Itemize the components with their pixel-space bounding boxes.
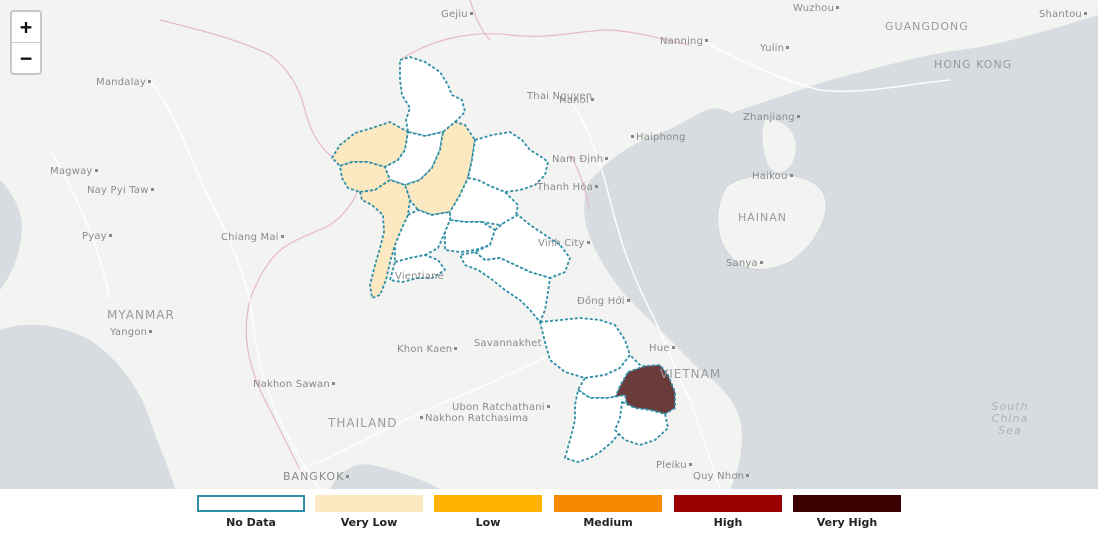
city-label-quy-nhon: Quy Nhơn	[693, 471, 751, 482]
city-label-yangon: Yangon	[110, 327, 154, 338]
hainan-island	[717, 173, 827, 270]
legend-item-no-data: No Data	[197, 495, 305, 529]
legend-item-high: High	[674, 495, 782, 529]
province-luang-namtha	[331, 121, 409, 168]
city-label-nanning: Nanning	[660, 36, 710, 47]
legend-label-no-data: No Data	[226, 516, 276, 529]
zoom-control: + −	[10, 10, 42, 75]
zoom-out-button[interactable]: −	[12, 42, 40, 73]
roads	[49, 39, 951, 489]
legend-label-low: Low	[475, 516, 501, 529]
city-label-magway: Magway	[50, 166, 100, 177]
legend-label-very-low: Very Low	[340, 516, 398, 529]
country-label-vietnam: VIETNAM	[660, 367, 722, 381]
legend-swatch-high	[674, 495, 782, 512]
legend-label-medium: Medium	[583, 516, 633, 529]
city-label-shantou: Shantou	[1039, 9, 1089, 20]
city-label-nam-dinh: Nam Định	[552, 154, 610, 165]
city-label-haiphong: Haiphong	[629, 132, 686, 143]
city-label-vientiane: Vientiane	[395, 271, 445, 282]
legend-item-very-high: Very High	[793, 495, 901, 529]
city-label-savannakhet: Savannakhet	[474, 338, 542, 349]
andaman-sea	[0, 324, 175, 489]
city-label-vinh: Vinh City	[538, 238, 592, 249]
city-label-hue: Hue	[649, 343, 677, 354]
city-label-wuzhou: Wuzhou	[793, 3, 841, 14]
province-attapeu	[614, 401, 669, 446]
sea-label-line-3: Sea	[998, 424, 1022, 437]
zoom-in-button[interactable]: +	[19, 15, 33, 39]
sea-label-line-1: South	[991, 400, 1029, 413]
legend-label-very-high: Very High	[816, 516, 878, 529]
province-savannakhet	[539, 317, 631, 379]
city-label-nakhon-ratchasima: Nakhon Ratchasima	[418, 413, 528, 424]
leizhou-peninsula	[762, 119, 796, 173]
city-label-ubon: Ubon Ratchathani	[452, 402, 552, 413]
city-label-yulin: Yulin	[760, 43, 791, 54]
city-label-gejiu: Gejiu	[441, 9, 475, 20]
province-champasak	[564, 389, 629, 463]
country-label-myanmar: MYANMAR	[107, 308, 175, 322]
legend-swatch-no-data	[197, 495, 305, 512]
city-label-bangkok: BANGKOK	[283, 470, 351, 483]
city-label-mandalay: Mandalay	[96, 77, 153, 88]
legend-item-low: Low	[434, 495, 542, 529]
legend-swatch-low	[434, 495, 542, 512]
city-label-hanoi: Hanoi	[559, 95, 596, 106]
city-label-dong-hoi: Đồng Hới	[577, 296, 632, 307]
legend-swatch-medium	[554, 495, 662, 512]
city-label-pyay: Pyay	[82, 231, 114, 242]
city-label-thai-nguyen: Thai Nguyen	[527, 91, 593, 102]
legend-item-very-low: Very Low	[315, 495, 423, 529]
legend-swatch-very-low	[315, 495, 423, 512]
region-label-hainan: HAINAN	[738, 211, 788, 224]
city-label-haikou: Haikou	[752, 171, 795, 182]
country-label-thailand: THAILAND	[328, 416, 398, 430]
province-xaisomboun	[444, 219, 496, 253]
city-label-chiang-mai: Chiang Mai	[221, 232, 286, 243]
city-label-nay-pyi-taw: Nay Pyi Taw	[87, 185, 156, 196]
province-oudomxay	[384, 131, 444, 186]
sea-label-south-china-sea: South China Sea	[980, 401, 1040, 437]
region-label-hong-kong: HONG KONG	[934, 58, 1013, 71]
province-vientiane-province	[394, 209, 451, 263]
map-canvas[interactable]: Gejiu Wuzhou Shantou Nanning Yulin Manda…	[0, 0, 1098, 489]
province-bokeo	[339, 161, 391, 193]
city-label-pleiku: Pleiku	[656, 460, 694, 471]
province-vientiane-capital	[389, 254, 446, 283]
city-label-khon-kaen: Khon Kaen	[397, 344, 459, 355]
province-phongsaly	[399, 56, 466, 137]
city-label-nakhon-sawan: Nakhon Sawan	[253, 379, 337, 390]
legend: No Data Very Low Low Medium High Very Hi…	[0, 489, 1098, 536]
city-label-thanh-hoa: Thanh Hóa	[537, 182, 600, 193]
province-sayaboury	[359, 179, 411, 299]
city-label-zhanjiang: Zhanjiang	[743, 112, 802, 123]
map-layers	[0, 0, 1098, 489]
legend-item-medium: Medium	[554, 495, 662, 529]
legend-swatch-very-high	[793, 495, 901, 512]
legend-label-high: High	[713, 516, 743, 529]
laos-provinces	[331, 56, 676, 463]
city-label-sanya: Sanya	[726, 258, 765, 269]
gulf-of-thailand	[330, 464, 440, 489]
region-label-guangdong: GUANGDONG	[885, 20, 969, 33]
sea-label-line-2: China	[991, 412, 1029, 425]
bay-of-bengal	[0, 180, 22, 290]
